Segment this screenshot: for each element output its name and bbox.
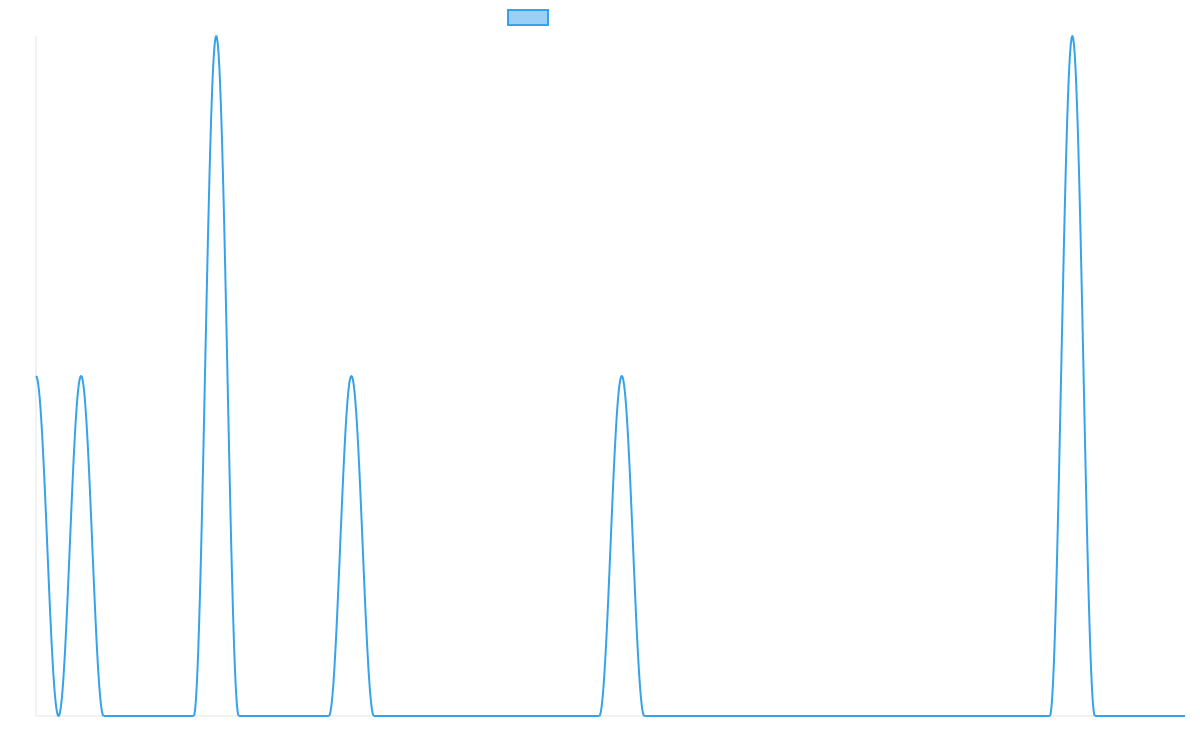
series-peak-5	[598, 375, 646, 717]
legend[interactable]	[507, 9, 549, 26]
series-segment-start	[35, 375, 105, 717]
series-peak-6	[1048, 35, 1096, 717]
legend-swatch[interactable]	[507, 9, 549, 26]
axes	[35, 36, 1185, 717]
series-layer	[35, 35, 1185, 717]
series-peak-3	[192, 35, 240, 717]
series-peak-4	[328, 375, 375, 717]
